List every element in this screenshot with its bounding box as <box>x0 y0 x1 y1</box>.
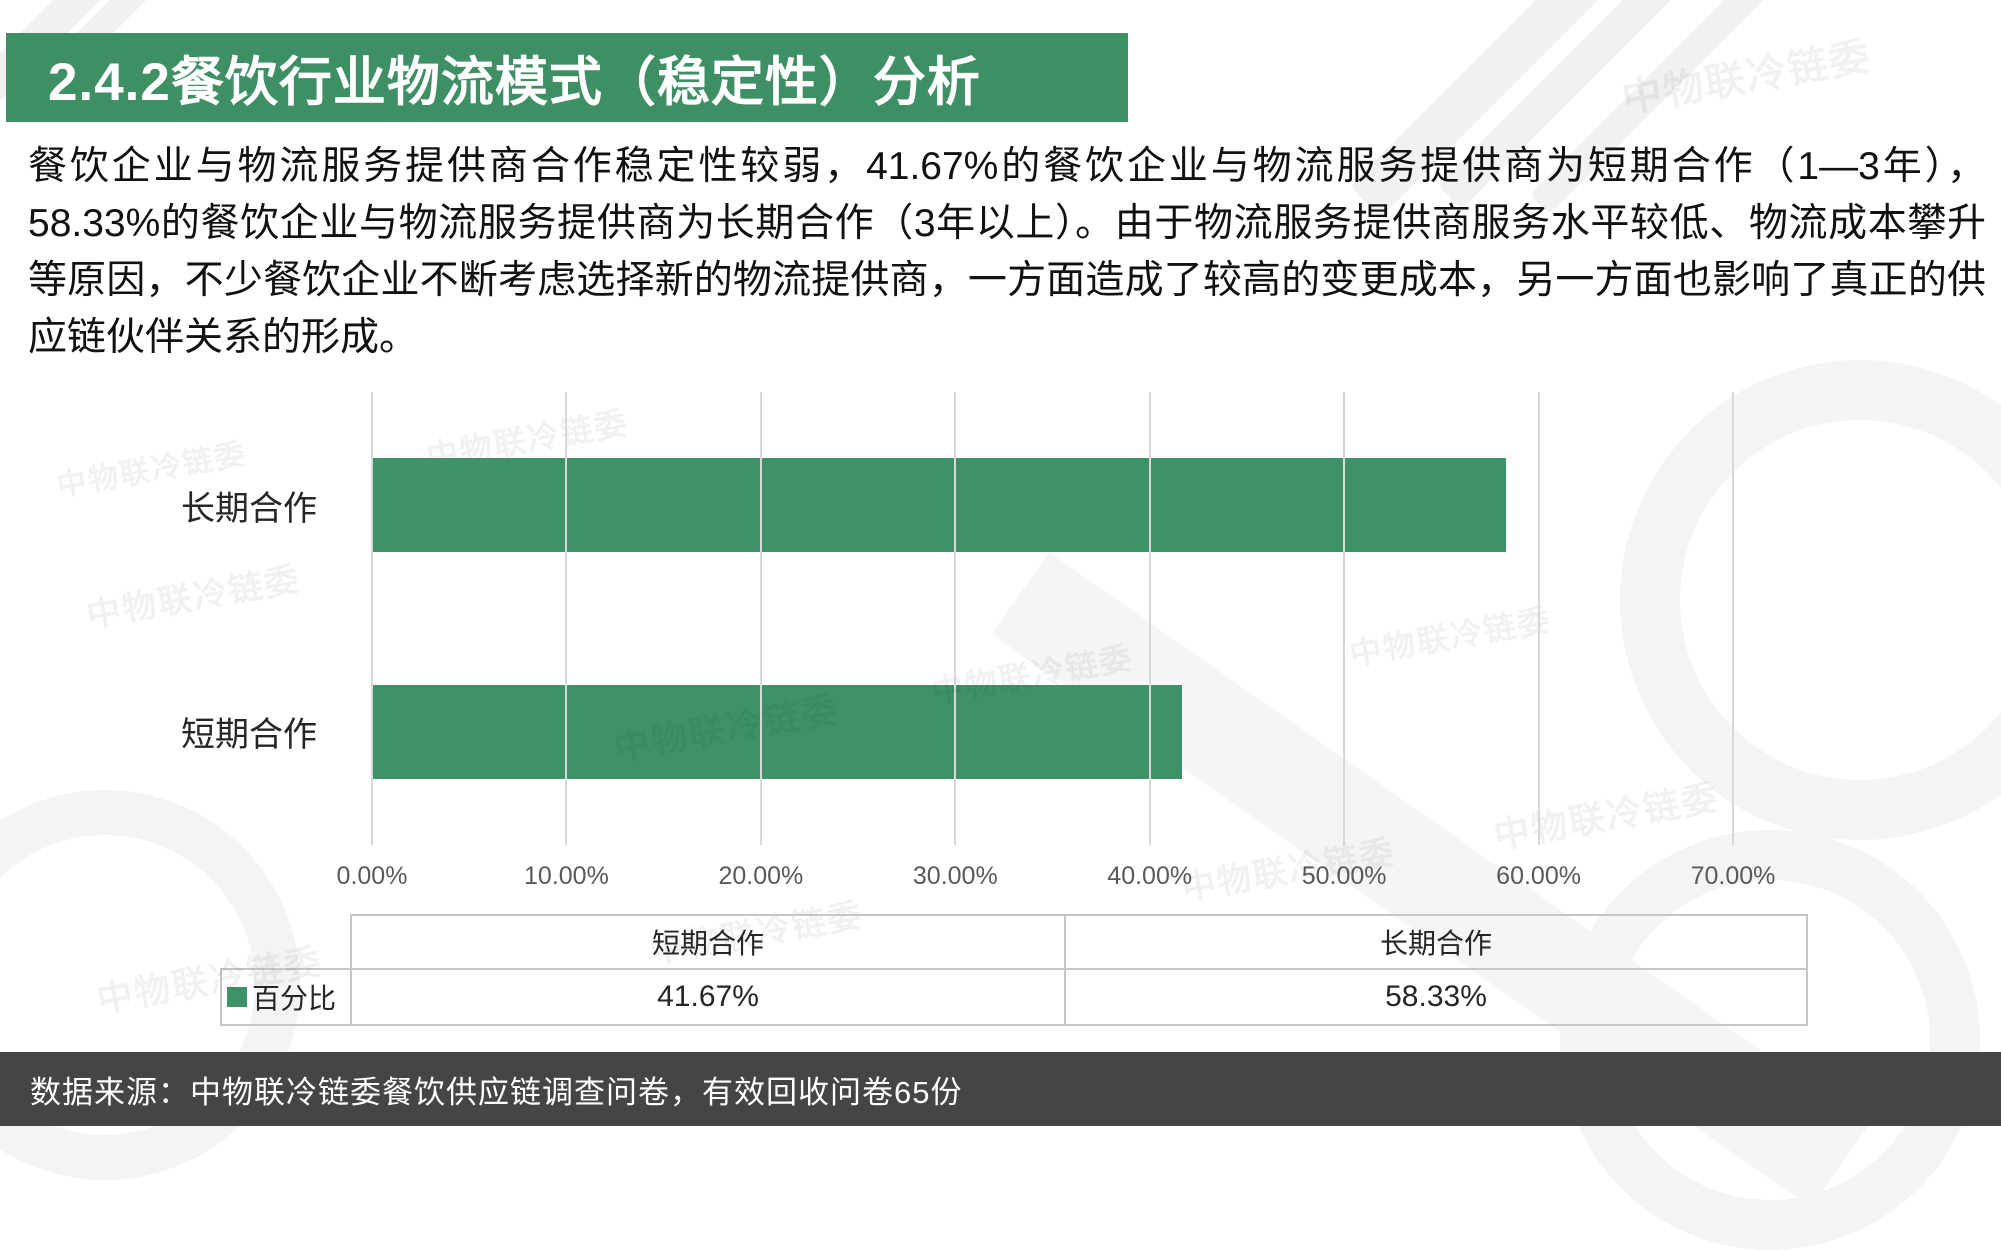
legend-series-label: 百分比 <box>252 983 337 1014</box>
gridline <box>565 392 568 845</box>
x-tick-label: 40.00% <box>1107 862 1193 890</box>
table-header-long-term: 长期合作 <box>1064 914 1808 970</box>
footer-strip: 数据来源：中物联冷链委餐饮供应链调查问卷，有效回收问卷65份 <box>0 1052 2001 1126</box>
x-tick-label: 10.00% <box>524 862 609 890</box>
x-axis-labels: 0.00% 10.00% 20.00% 30.00% 40.00% 50.00% 60.00… <box>337 862 1776 896</box>
table-blank-cell <box>221 915 352 970</box>
category-label: 长期合作 <box>181 489 317 528</box>
x-tick-label: 60.00% <box>1496 862 1581 890</box>
x-tick-label: 0.00% <box>336 862 408 890</box>
plot-area <box>371 392 1734 845</box>
data-source-note: 数据来源：中物联冷链委餐饮供应链调查问卷，有效回收问卷65份 <box>30 1074 963 1110</box>
bar-长期合作 <box>372 458 1507 553</box>
gridline <box>1732 392 1734 845</box>
bar-短期合作 <box>372 684 1183 779</box>
legend-color-swatch <box>227 987 247 1007</box>
x-tick-label: 20.00% <box>718 862 804 890</box>
gridline <box>1343 392 1346 845</box>
gridline <box>1537 392 1540 845</box>
gridline <box>954 392 957 845</box>
category-labels: 长期合作 短期合作 <box>140 392 345 845</box>
gridline <box>1148 392 1151 845</box>
gridline <box>759 392 762 845</box>
x-tick-label: 70.00% <box>1690 862 1776 890</box>
bars <box>372 392 1733 845</box>
analysis-paragraph: 餐饮企业与物流服务提供商合作稳定性较弱，41.67%的餐饮企业与物流服务提供商为… <box>28 145 1986 359</box>
table-header-short-term: 短期合作 <box>350 914 1066 970</box>
x-tick-label: 50.00% <box>1301 862 1387 890</box>
table-header-row: 短期合作 长期合作 <box>221 914 1808 970</box>
legend-cell: 百分比 <box>220 968 352 1026</box>
gridline <box>371 392 373 845</box>
chart-data-table: 短期合作 长期合作 百分比 41.67% 58.33% <box>220 914 1808 1026</box>
table-value-short-term: 41.67% <box>350 968 1066 1026</box>
table-value-row: 百分比 41.67% 58.33% <box>220 968 1808 1026</box>
page-title: 2.4.2餐饮行业物流模式（稳定性）分析 <box>48 52 981 112</box>
title-banner: 2.4.2餐饮行业物流模式（稳定性）分析 <box>6 33 1128 122</box>
category-label: 短期合作 <box>181 716 317 755</box>
x-tick-label: 30.00% <box>912 862 998 890</box>
table-value-long-term: 58.33% <box>1064 968 1808 1026</box>
